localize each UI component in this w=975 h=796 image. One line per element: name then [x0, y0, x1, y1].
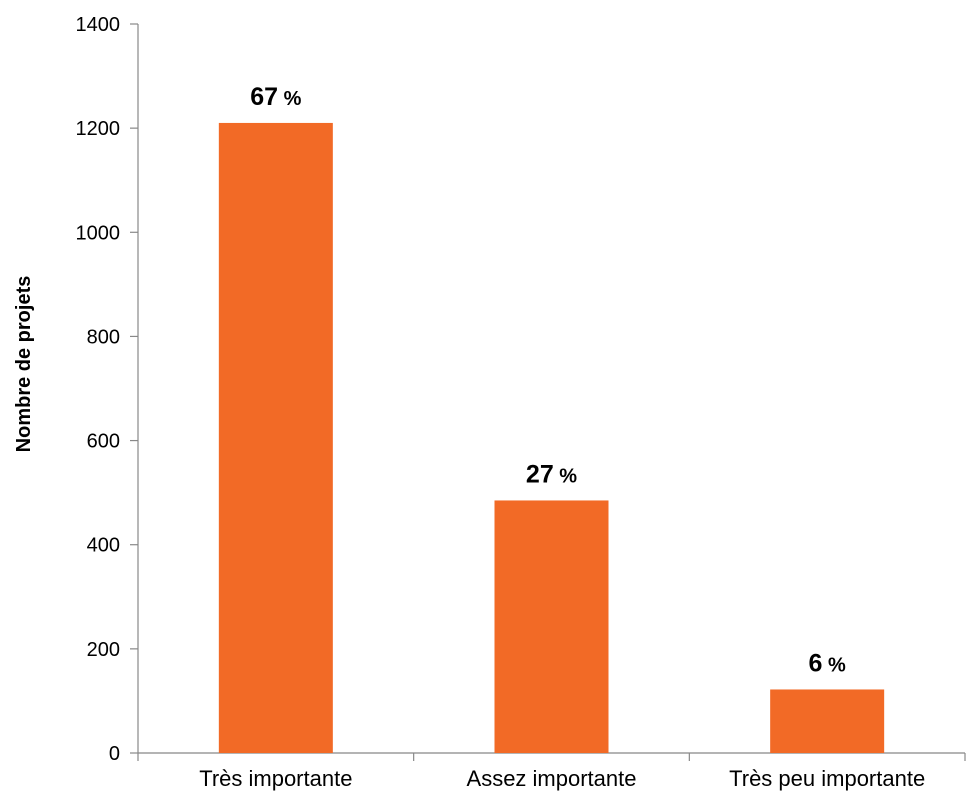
x-tick-label: Très importante	[199, 766, 352, 791]
bar	[218, 122, 333, 753]
data-labels: 67 %27 %6 %	[250, 83, 846, 678]
data-label-unit: %	[822, 654, 846, 676]
y-tick-label: 200	[87, 639, 120, 661]
data-label: 67 %	[250, 83, 301, 111]
x-tick-label: Assez importante	[467, 766, 637, 791]
y-tick-label: 1200	[76, 118, 121, 140]
data-label-value: 67	[250, 83, 278, 111]
bars	[218, 122, 885, 753]
data-label-value: 6	[809, 649, 823, 677]
y-tick-label: 800	[87, 326, 120, 348]
data-label-value: 27	[526, 460, 554, 488]
y-tick-label: 1400	[76, 14, 121, 36]
data-label: 27 %	[526, 460, 577, 488]
x-tick-label: Très peu importante	[729, 766, 925, 791]
x-axis: Très importante Assez importante Très peu …	[137, 752, 966, 791]
y-tick-label: 400	[87, 535, 120, 557]
data-label: 6 %	[809, 649, 846, 677]
y-tick-label: 0	[109, 743, 120, 765]
y-axis: 0 200 400 600 800 1000 1200 1400	[76, 14, 139, 765]
bar	[494, 500, 609, 753]
y-axis-title: Nombre de projets	[13, 276, 35, 453]
bar	[770, 689, 885, 753]
y-tick-label: 600	[87, 431, 120, 453]
data-label-unit: %	[278, 88, 302, 110]
data-label-unit: %	[554, 465, 578, 487]
y-tick-label: 1000	[76, 222, 121, 244]
